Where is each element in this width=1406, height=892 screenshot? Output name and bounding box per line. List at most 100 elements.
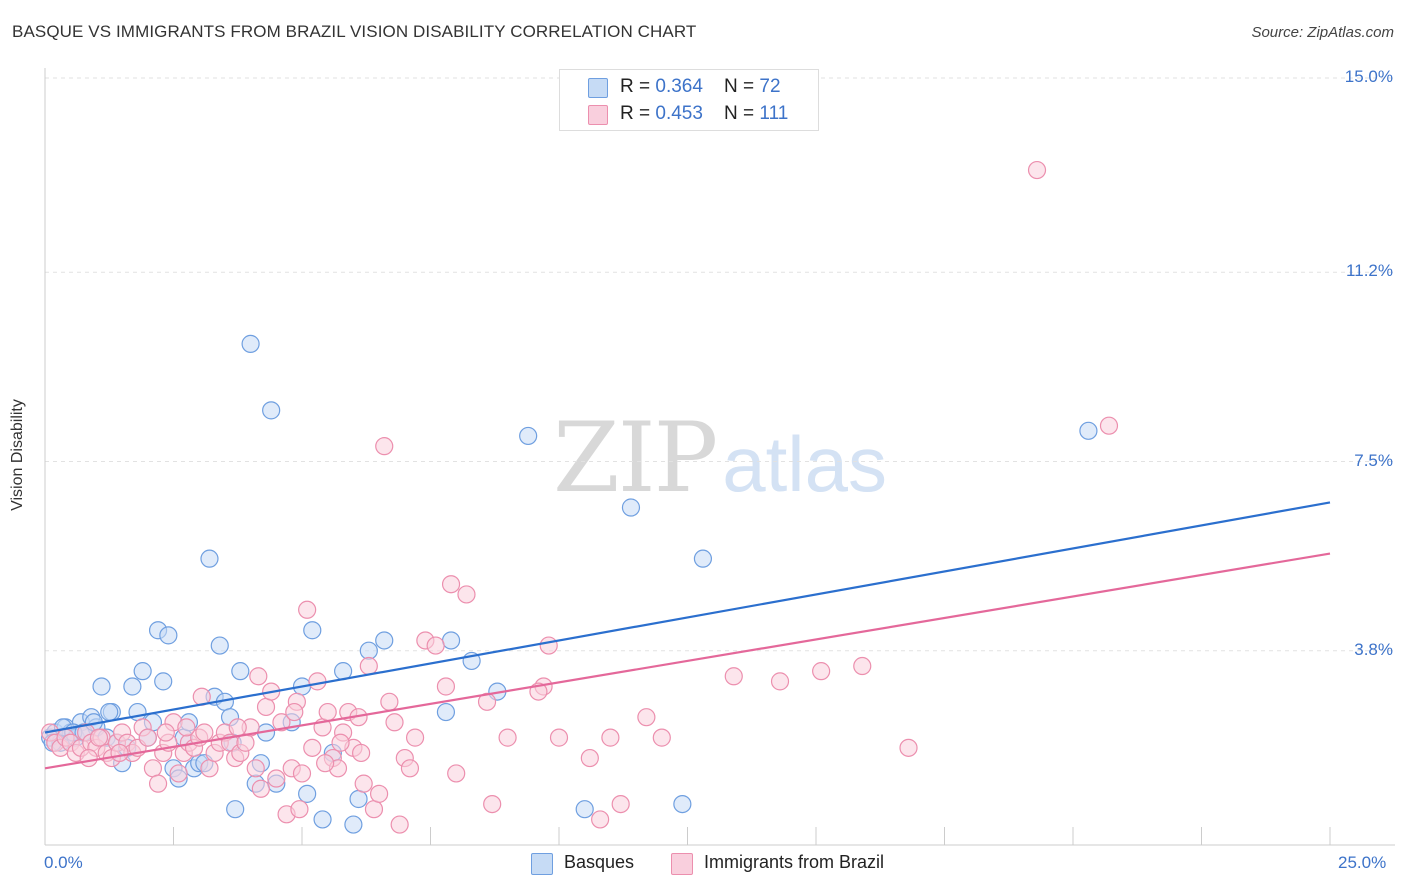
data-point bbox=[110, 743, 129, 763]
data-point bbox=[228, 718, 247, 737]
n-value: 111 bbox=[759, 103, 789, 124]
data-point bbox=[210, 636, 229, 655]
data-point bbox=[1079, 421, 1098, 440]
data-point bbox=[349, 789, 368, 809]
data-point bbox=[447, 764, 466, 783]
data-point bbox=[344, 815, 363, 834]
data-point bbox=[359, 656, 378, 676]
data-point bbox=[308, 672, 327, 691]
data-point bbox=[436, 702, 456, 722]
data-point bbox=[390, 815, 409, 834]
legend-label-basques: Basques bbox=[564, 852, 635, 872]
data-point bbox=[79, 748, 98, 768]
data-point bbox=[853, 656, 872, 676]
data-points bbox=[41, 160, 1119, 834]
data-point bbox=[621, 498, 641, 517]
series-0 bbox=[41, 334, 1098, 834]
data-point bbox=[426, 636, 445, 655]
legend-label-brazil: Immigrants from Brazil bbox=[704, 852, 885, 872]
data-point bbox=[441, 575, 461, 594]
watermark-zip: ZIP bbox=[553, 402, 718, 514]
watermark-atlas: atlas bbox=[722, 420, 887, 508]
y-tick-label-2: 11.2% bbox=[1346, 261, 1393, 281]
data-point bbox=[298, 784, 317, 803]
n-label: N = bbox=[724, 76, 760, 97]
data-point bbox=[262, 401, 281, 420]
data-point bbox=[318, 702, 337, 722]
data-point bbox=[370, 784, 389, 803]
data-point bbox=[359, 641, 378, 660]
data-point bbox=[298, 600, 317, 619]
data-point bbox=[899, 738, 918, 757]
data-point bbox=[246, 759, 265, 778]
x-tick-label-min: 0.0% bbox=[44, 853, 83, 872]
legend-swatch-basques bbox=[531, 853, 553, 875]
gridlines bbox=[45, 77, 1395, 652]
data-point bbox=[352, 743, 371, 763]
data-point bbox=[316, 754, 335, 773]
data-point bbox=[673, 794, 692, 814]
data-point bbox=[611, 794, 630, 814]
trend-line-1 bbox=[44, 552, 1331, 770]
data-point bbox=[249, 667, 268, 686]
watermark: ZIPatlas bbox=[553, 402, 887, 514]
data-point bbox=[812, 662, 831, 681]
data-point bbox=[380, 692, 399, 711]
data-point bbox=[483, 794, 502, 814]
data-point bbox=[364, 800, 384, 819]
data-point bbox=[143, 759, 163, 778]
data-point bbox=[285, 702, 304, 722]
data-point bbox=[637, 708, 656, 727]
data-point bbox=[498, 728, 517, 747]
data-point bbox=[375, 631, 394, 650]
data-point bbox=[457, 585, 476, 604]
r-label: R = bbox=[620, 76, 656, 97]
y-tick-label-0: 3.8% bbox=[1354, 639, 1393, 659]
data-point bbox=[200, 549, 219, 568]
data-point bbox=[331, 733, 350, 752]
data-point bbox=[400, 759, 420, 778]
legend-swatch-brazil bbox=[588, 105, 608, 125]
r-label: R = bbox=[620, 103, 656, 124]
data-point bbox=[1027, 160, 1047, 180]
data-point bbox=[156, 723, 175, 742]
data-point bbox=[591, 810, 610, 829]
data-point bbox=[200, 759, 219, 778]
r-value: 0.453 bbox=[655, 103, 703, 124]
trend-lines bbox=[44, 501, 1331, 770]
data-point bbox=[375, 437, 394, 456]
data-point bbox=[226, 800, 245, 819]
data-point bbox=[303, 738, 322, 757]
y-tick-label-1: 7.5% bbox=[1354, 450, 1393, 470]
y-tick-label-3: 15.0% bbox=[1344, 67, 1393, 86]
data-point bbox=[154, 672, 173, 691]
chart-title: BASQUE VS IMMIGRANTS FROM BRAZIL VISION … bbox=[12, 22, 697, 41]
data-point bbox=[251, 779, 270, 798]
data-point bbox=[724, 667, 743, 686]
data-point bbox=[272, 713, 291, 732]
n-label: N = bbox=[724, 103, 760, 124]
data-point bbox=[138, 728, 157, 747]
data-point bbox=[267, 769, 286, 788]
data-point bbox=[231, 662, 250, 681]
data-point bbox=[195, 723, 214, 742]
data-point bbox=[405, 728, 425, 747]
data-point bbox=[159, 626, 178, 645]
data-point bbox=[133, 662, 152, 681]
data-point bbox=[519, 426, 538, 446]
data-point bbox=[89, 728, 109, 747]
data-point bbox=[549, 728, 569, 747]
data-point bbox=[436, 677, 456, 696]
data-point bbox=[354, 774, 373, 793]
data-point bbox=[100, 702, 119, 722]
correlation-legend: R = 0.364 N = 72 R = 0.453 N = 111 bbox=[559, 69, 819, 131]
n-value: 72 bbox=[759, 76, 781, 97]
legend-swatch-brazil bbox=[671, 853, 693, 875]
data-point bbox=[1099, 416, 1119, 435]
data-point bbox=[539, 636, 558, 655]
data-point bbox=[601, 728, 620, 747]
source-credit: Source: ZipAtlas.com bbox=[1251, 24, 1394, 41]
data-point bbox=[385, 713, 404, 732]
data-point bbox=[693, 549, 713, 568]
